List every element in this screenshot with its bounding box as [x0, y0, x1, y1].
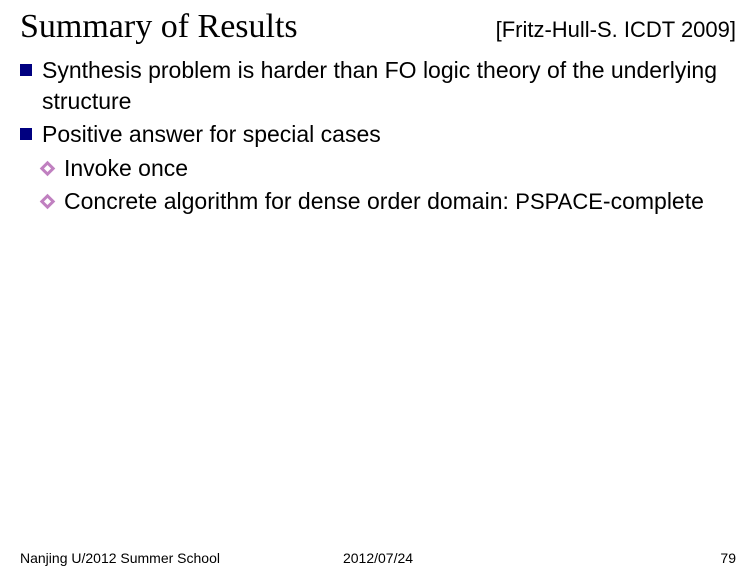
slide-header: Summary of Results [Fritz-Hull-S. ICDT 2… [20, 8, 736, 45]
slide-title: Summary of Results [20, 8, 298, 45]
slide-content: Synthesis problem is harder than FO logi… [20, 55, 736, 216]
bullet-level1: Positive answer for special cases [20, 119, 736, 150]
slide-citation: [Fritz-Hull-S. ICDT 2009] [496, 17, 736, 43]
slide: Summary of Results [Fritz-Hull-S. ICDT 2… [0, 0, 756, 576]
bullet-text: Synthesis problem is harder than FO logi… [42, 57, 717, 114]
bullet-level1: Synthesis problem is harder than FO logi… [20, 55, 736, 117]
footer-center: 2012/07/24 [343, 550, 413, 566]
bullet-text: Positive answer for special cases [42, 121, 381, 147]
bullet-level2: Invoke once [20, 153, 736, 184]
slide-footer: Nanjing U/2012 Summer School 2012/07/24 … [20, 550, 736, 566]
bullet-text: Concrete algorithm for dense order domai… [64, 188, 515, 214]
bullet-text: -complete [603, 188, 704, 214]
footer-left: Nanjing U/2012 Summer School [20, 550, 220, 566]
footer-right: 79 [720, 550, 736, 566]
bullet-level2: Concrete algorithm for dense order domai… [20, 186, 736, 217]
bullet-text-smallcaps: PSPACE [515, 189, 603, 214]
bullet-text: Invoke once [64, 155, 188, 181]
